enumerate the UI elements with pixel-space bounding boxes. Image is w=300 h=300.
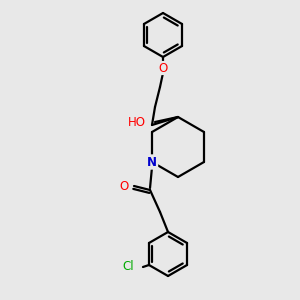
Text: O: O (120, 179, 129, 193)
Text: Cl: Cl (122, 260, 134, 274)
Text: O: O (158, 61, 168, 74)
Text: N: N (147, 155, 157, 169)
Text: HO: HO (128, 116, 146, 128)
